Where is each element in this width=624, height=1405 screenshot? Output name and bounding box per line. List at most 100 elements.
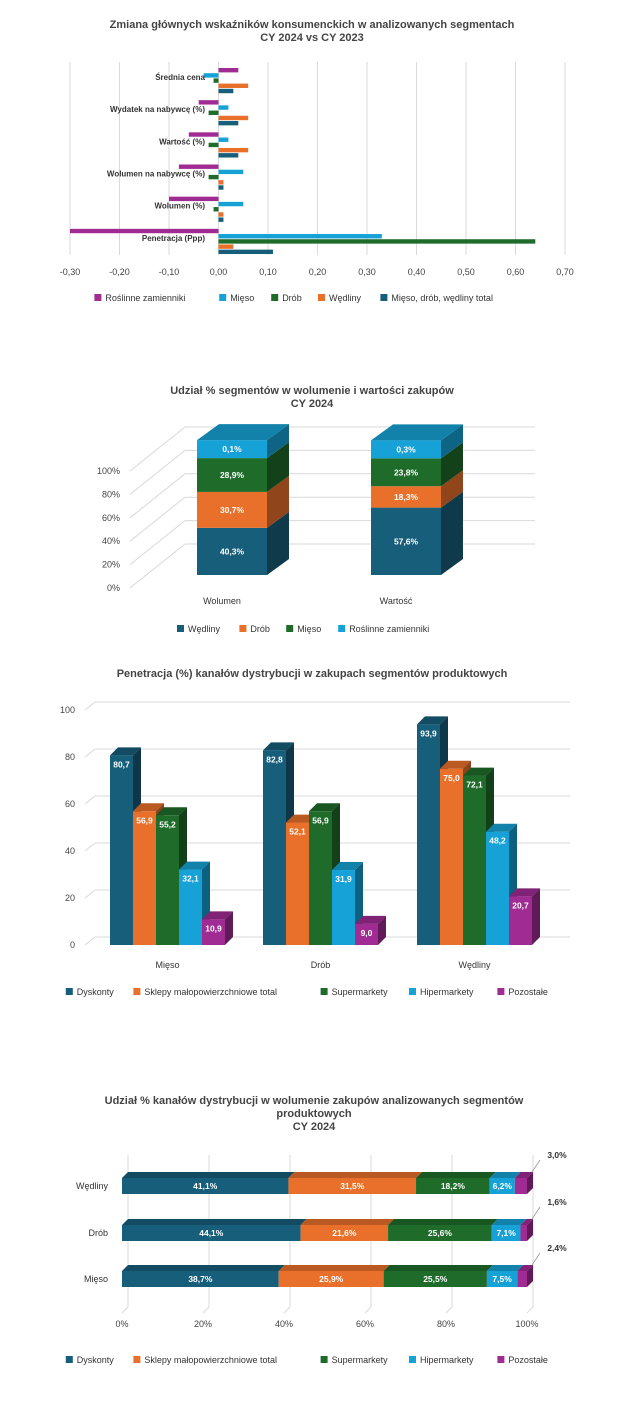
bar-mieso-wartosc — [218, 137, 229, 142]
legend-label-pozostale: Pozostałe — [508, 1355, 548, 1365]
bar-mieso-penetracja-ppp — [218, 234, 382, 239]
legend-label-dyskonty: Dyskonty — [77, 1355, 115, 1365]
gridline-depth — [84, 936, 96, 946]
segment-sklepy-malopowierzchniowe-total-drob — [300, 1225, 389, 1241]
gridline-depth — [129, 520, 186, 565]
category-label-drob: Drób — [88, 1228, 108, 1238]
data-label-hipermarkety-mieso: 32,1 — [182, 874, 199, 884]
x-tick-label: 0,70 — [556, 267, 574, 277]
legend-label-hipermarkety: Hipermarkety — [420, 987, 474, 997]
y-tick-label: 100 — [60, 705, 75, 715]
x-tick-label: 20% — [194, 1319, 212, 1329]
x-tick-label: 0,50 — [457, 267, 475, 277]
segment-side-pozostale-wedliny — [527, 1172, 533, 1194]
bar-wedliny-wolumen — [218, 212, 224, 217]
chart-title-line: CY 2024 — [293, 1121, 336, 1133]
gridline-depth — [84, 701, 96, 711]
chart-title-line: Udział % segmentów w wolumenie i wartośc… — [170, 385, 454, 397]
legend-swatch-wedliny — [318, 294, 325, 301]
segment-mieso-wolumen — [197, 458, 267, 492]
segment-top-dyskonty-wedliny — [122, 1172, 295, 1178]
legend-label-wedliny: Wędliny — [329, 293, 362, 303]
data-label-sklepy-malopowierzchniowe-total-mieso: 56,9 — [136, 815, 153, 825]
x-tick-label: 80% — [437, 1319, 455, 1329]
data-label-dyskonty-mieso: 38,7% — [188, 1274, 213, 1284]
bar-top-supermarkety-drob — [309, 803, 340, 812]
chart-title-line: Penetracja (%) kanałów dystrybucji w zak… — [117, 668, 508, 680]
segment-top-hipermarkety-drob — [491, 1219, 527, 1225]
bar-pozostale-mieso — [202, 919, 225, 945]
bar-mieso-wolumen — [218, 201, 244, 207]
category-label-srednia-cena: Średnia cena — [155, 73, 205, 82]
bar-hipermarkety-wedliny — [486, 831, 509, 945]
category-label-wartosc: Wartość (%) — [159, 137, 205, 146]
segment-side-pozostale-mieso — [527, 1265, 533, 1287]
data-label-pozostale-mieso: 10,9 — [205, 923, 222, 933]
bar-side-pozostale-drob — [378, 915, 386, 945]
chart-segment-share-volume-value: Udział % segmentów w wolumenie i wartośc… — [97, 385, 535, 634]
bar-mieso-drob-wedliny-total-wolumen-na-nabywce — [218, 185, 224, 190]
bar-wedliny-wolumen-na-nabywce — [218, 180, 224, 185]
segment-side-mieso-wolumen — [267, 442, 289, 492]
bar-pozostale-wedliny — [509, 896, 532, 945]
bar-dyskonty-drob — [263, 750, 286, 945]
x-tick-label: 0,10 — [259, 267, 277, 277]
bar-top-hipermarkety-drob — [332, 862, 363, 871]
legend-swatch-pozostale — [497, 1356, 505, 1363]
bar-sklepy-malopowierzchniowe-total-mieso — [133, 811, 156, 945]
gridline-depth — [121, 1306, 129, 1314]
legend-swatch-pozostale — [497, 988, 505, 995]
segment-top-supermarkety-mieso — [383, 1265, 493, 1271]
y-tick-label: 0% — [107, 583, 120, 593]
bar-top-pozostale-drob — [355, 915, 386, 924]
category-label-wartosc: Wartość — [380, 596, 413, 606]
bar-mieso-drob-wedliny-total-wydatek-na-nabywce — [218, 120, 239, 126]
data-label-wedliny-wolumen: 40,3% — [220, 546, 245, 556]
legend-swatch-mieso — [219, 294, 227, 301]
chart-title-line: CY 2024 vs CY 2023 — [260, 32, 364, 44]
segment-sklepy-malopowierzchniowe-total-mieso — [278, 1271, 384, 1287]
x-tick-label: 100% — [515, 1319, 538, 1329]
segment-side-drob-wolumen — [267, 475, 289, 528]
bar-roslinne-zamienniki-penetracja-ppp — [70, 228, 219, 234]
data-label-supermarkety-drob: 25,6% — [428, 1228, 453, 1238]
data-label-dyskonty-mieso: 80,7 — [113, 759, 130, 769]
bar-sklepy-malopowierzchniowe-total-wedliny — [440, 768, 463, 945]
legend-swatch-dyskonty — [65, 1356, 73, 1363]
data-label-hipermarkety-wedliny: 48,2 — [489, 836, 506, 846]
category-label-mieso: Mięso — [155, 960, 179, 970]
chart-title-line: Udział % kanałów dystrybucji w wolumenie… — [105, 1095, 524, 1107]
segment-side-wedliny-wolumen — [267, 511, 289, 575]
gridline-depth — [129, 543, 186, 589]
segment-wedliny-wolumen — [197, 527, 267, 575]
legend-swatch-drob — [239, 625, 247, 632]
category-label-mieso: Mięso — [84, 1274, 108, 1284]
segment-dyskonty-mieso — [122, 1271, 279, 1287]
x-tick-label: 0% — [115, 1319, 128, 1329]
legend-label-dyskonty: Dyskonty — [77, 987, 115, 997]
legend-label-mieso: Mięso — [297, 624, 321, 634]
category-label-wydatek-na-nabywce: Wydatek na nabywcę (%) — [110, 105, 205, 114]
segment-drob-wolumen — [197, 491, 267, 528]
gridline-depth — [84, 795, 96, 805]
bar-drob-wolumen — [213, 207, 219, 212]
data-label-pozostale-drob: 1,6% — [547, 1197, 567, 1207]
y-tick-label: 80% — [102, 489, 120, 499]
bar-wedliny-penetracja-ppp — [218, 244, 234, 249]
y-tick-label: 60 — [65, 799, 75, 809]
data-label-sklepy-malopowierzchniowe-total-mieso: 25,9% — [319, 1274, 344, 1284]
gridline-depth — [364, 1306, 372, 1314]
bar-hipermarkety-mieso — [179, 869, 202, 945]
bar-mieso-wolumen-na-nabywce — [218, 169, 244, 175]
data-label-sklepy-malopowierzchniowe-total-wedliny: 75,0 — [443, 773, 460, 783]
segment-sklepy-malopowierzchniowe-total-wedliny — [288, 1178, 417, 1194]
gridline-depth — [84, 889, 96, 899]
segment-top-roslinne-zamienniki-wolumen — [197, 424, 289, 441]
legend-label-supermarkety: Supermarkety — [332, 1355, 389, 1365]
bar-supermarkety-wedliny — [463, 775, 486, 945]
data-label-pozostale-wedliny: 20,7 — [512, 900, 529, 910]
bar-top-supermarkety-wedliny — [463, 767, 494, 776]
gridline-depth — [84, 748, 96, 758]
legend-label-roslinne-zamienniki: Roślinne zamienniki — [349, 624, 429, 634]
data-label-hipermarkety-drob: 31,9 — [335, 874, 352, 884]
